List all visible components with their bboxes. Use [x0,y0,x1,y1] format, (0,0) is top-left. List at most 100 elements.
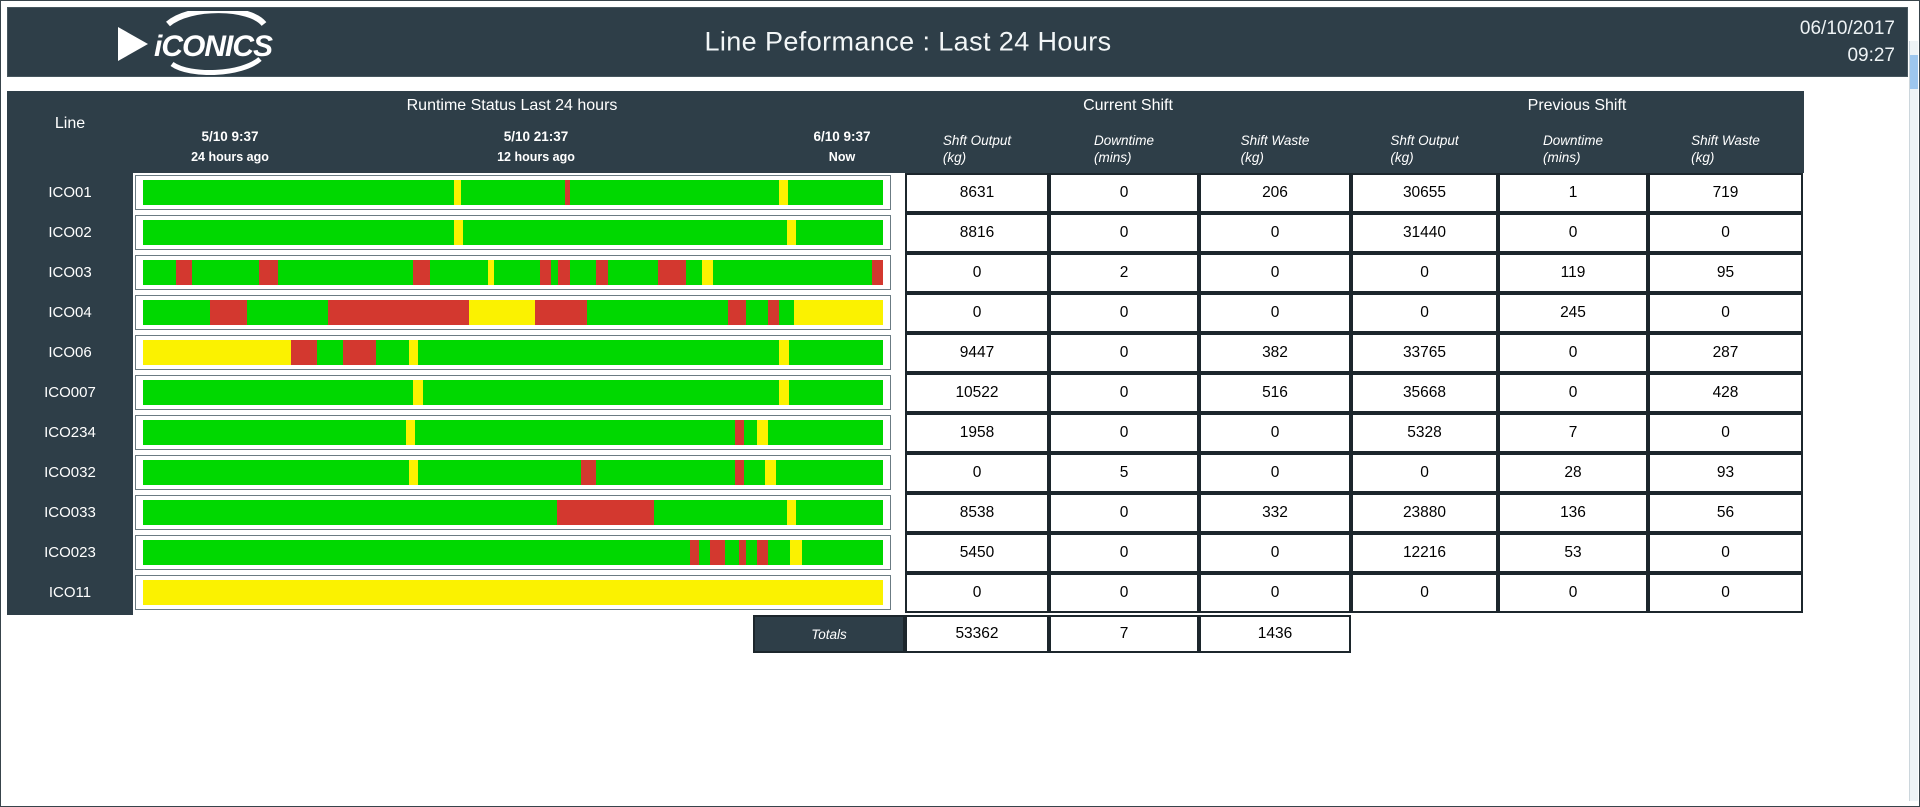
runtime-segment-run [653,500,787,525]
cell-shift-waste-current: 206 [1199,173,1351,213]
runtime-segment-run [699,540,710,565]
scrollbar-thumb[interactable] [1910,55,1918,89]
runtime-segment-idle [453,180,462,205]
line-name: ICO11 [48,584,92,601]
runtime-segment-run [143,380,414,405]
runtime-segment-run [143,420,406,445]
runtime-segment-stop [689,540,700,565]
runtime-segment-stop [342,340,377,365]
runtime-segment-stop [291,340,317,365]
cell-shift-output-current: 8631 [905,173,1049,213]
runtime-segment-run [801,540,883,565]
runtime-segment-run [788,180,883,205]
runtime-segment-stop [872,260,883,285]
cell-shift-waste-current: 0 [1199,253,1351,293]
runtime-bar-box [135,535,891,570]
cell-shift-output-previous: 0 [1351,293,1498,333]
cell-downtime-current: 0 [1049,493,1199,533]
cell-shift-output-previous: 5328 [1351,413,1498,453]
runtime-segment-run [686,260,702,285]
runtime-segment-run [376,340,410,365]
date-text: 06/10/2017 [1799,18,1895,39]
runtime-segment-run [277,260,414,285]
runtime-status-bar [143,340,883,365]
top-header-bar: iCONICS Line Peformance : Last 24 Hours … [7,7,1908,77]
runtime-status-bar [143,420,883,445]
cell-shift-output-previous: 12216 [1351,533,1498,573]
runtime-segment-idle [409,340,419,365]
datetime-display: 06/10/2017 09:27 [1800,15,1895,69]
runtime-segment-idle [794,300,883,325]
cell-downtime-current: 0 [1049,413,1199,453]
cell-downtime-current: 0 [1049,373,1199,413]
line-name: ICO03 [48,264,92,281]
cell-shift-waste-current: 0 [1199,453,1351,493]
runtime-segment-run [768,420,883,445]
cell-shift-output-current: 8816 [905,213,1049,253]
cell-shift-waste-current: 332 [1199,493,1351,533]
cell-shift-waste-previous: 428 [1648,373,1803,413]
runtime-segment-run [595,460,735,485]
runtime-bar-box [135,415,891,450]
runtime-bar-box [135,455,891,490]
runtime-segment-run [712,260,873,285]
runtime-bar-box [135,495,891,530]
logo-text: iCONICS [154,30,273,63]
cell-shift-waste-previous: 93 [1648,453,1803,493]
cell-shift-output-current: 9447 [905,333,1049,373]
runtime-segment-run [768,540,791,565]
cell-downtime-previous: 136 [1498,493,1648,533]
runtime-bar-box [135,295,891,330]
runtime-status-bar [143,580,883,605]
runtime-segment-stop [768,300,780,325]
vertical-scrollbar[interactable] [1909,41,1918,801]
cell-shift-waste-current: 382 [1199,333,1351,373]
totals-label: Totals [753,615,905,653]
runtime-segment-run [743,420,758,445]
runtime-segment-stop [259,260,278,285]
cell-shift-output-current: 0 [905,573,1049,613]
cell-shift-output-previous: 0 [1351,453,1498,493]
runtime-segment-run [462,220,787,245]
runtime-segment-run [724,540,739,565]
runtime-segment-stop [557,500,654,525]
runtime-segment-run [143,220,454,245]
runtime-bar-box [135,255,891,290]
runtime-segment-stop [581,460,596,485]
runtime-segment-run [569,180,780,205]
cell-downtime-previous: 28 [1498,453,1648,493]
runtime-status-bar [143,380,883,405]
runtime-segment-run [191,260,260,285]
cell-shift-waste-previous: 0 [1648,533,1803,573]
runtime-status-bar [143,540,883,565]
runtime-status-bar [143,300,883,325]
runtime-segment-idle [143,340,291,365]
cell-downtime-current: 0 [1049,173,1199,213]
runtime-segment-idle [143,580,883,605]
runtime-segment-stop [558,260,570,285]
runtime-status-bar [143,460,883,485]
line-name: ICO032 [44,464,96,481]
iconics-logo: iCONICS [108,7,288,80]
runtime-segment-run [143,300,210,325]
cell-shift-waste-previous: 0 [1648,413,1803,453]
runtime-segment-run [143,260,176,285]
time-text: 09:27 [1847,45,1895,66]
timeline-end-time: 6/10 9:37 [813,129,871,144]
cell-downtime-previous: 1 [1498,173,1648,213]
runtime-segment-stop [738,540,747,565]
runtime-segment-stop [734,460,744,485]
runtime-segment-run [796,500,883,525]
cell-downtime-previous: 0 [1498,333,1648,373]
runtime-segment-run [788,380,883,405]
runtime-segment-run [779,300,795,325]
runtime-segment-run [246,300,328,325]
runtime-segment-run [746,300,769,325]
runtime-segment-idle [757,420,769,445]
runtime-status-header: Runtime Status Last 24 hours [406,97,618,114]
line-column-header: Line [54,115,86,132]
current-shift-header: Current Shift [1083,97,1173,114]
runtime-segment-stop [175,260,192,285]
runtime-segment-stop [564,180,570,205]
cell-downtime-previous: 0 [1498,573,1648,613]
